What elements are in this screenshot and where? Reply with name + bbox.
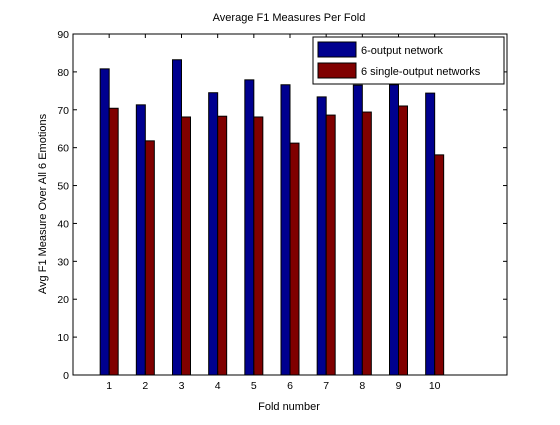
bar-six-output-fold-4: [208, 92, 219, 376]
bar-single-output-fold-4: [217, 115, 228, 376]
legend-swatch-6-output-network: [317, 41, 357, 58]
bar-single-output-fold-10: [434, 154, 445, 376]
bar-single-output-fold-1: [108, 107, 119, 376]
legend: 6-output network 6 single-output network…: [312, 36, 505, 85]
y-tick-label: 30: [57, 256, 69, 268]
x-tick-label: 10: [429, 380, 441, 392]
y-tick-label: 20: [57, 294, 69, 306]
bar-six-output-fold-9: [389, 84, 399, 376]
x-tick-label: 3: [179, 380, 185, 392]
bar-six-output-fold-8: [352, 84, 363, 376]
x-tick-label: 2: [142, 380, 148, 392]
y-tick-label: 60: [57, 143, 69, 155]
x-tick-label: 4: [215, 380, 221, 392]
bar-six-output-fold-2: [135, 104, 146, 376]
bar-six-output-fold-7: [316, 96, 327, 376]
bar-single-output-fold-8: [361, 111, 372, 376]
x-tick-label: 6: [287, 380, 293, 392]
y-axis-label: Avg F1 Measure Over All 6 Emotions: [37, 113, 49, 294]
bar-single-output-fold-7: [325, 114, 336, 376]
y-tick-label: 10: [57, 332, 69, 344]
bar-single-output-fold-3: [181, 116, 191, 376]
y-tick-label: 0: [63, 370, 69, 382]
bar-six-output-fold-6: [280, 84, 291, 376]
y-tick-label: 40: [57, 218, 69, 230]
bar-six-output-fold-5: [244, 79, 255, 376]
bar-single-output-fold-9: [398, 105, 408, 376]
y-tick-label: 70: [57, 105, 69, 117]
axes-group: 0 10 20 30 40 50 60 70 80 90 1 2 3 4 5 6 7 8 9 10: [57, 29, 507, 392]
x-axis-label: Fold number: [258, 401, 320, 413]
x-tick-label: 5: [251, 380, 257, 392]
bar-single-output-fold-2: [144, 140, 155, 376]
y-tick-label: 90: [57, 29, 69, 41]
bar-single-output-fold-6: [289, 142, 300, 376]
y-tick-label: 80: [57, 67, 69, 79]
bar-six-output-fold-1: [99, 68, 110, 376]
legend-label-6-output-network: 6-output network: [361, 45, 443, 57]
chart-title: Average F1 Measures Per Fold: [213, 12, 366, 24]
bar-six-output-fold-3: [172, 59, 182, 376]
x-tick-label: 7: [323, 380, 329, 392]
bar-six-output-fold-10: [425, 92, 436, 376]
x-tick-label: 1: [106, 380, 112, 392]
x-tick-label: 8: [359, 380, 365, 392]
legend-swatch-6-single-output-networks: [317, 62, 357, 79]
x-tick-label: 9: [396, 380, 402, 392]
y-tick-label: 50: [57, 181, 69, 193]
bar-single-output-fold-5: [253, 116, 264, 376]
legend-label-6-single-output-networks: 6 single-output networks: [361, 66, 481, 78]
plot-frame: [72, 33, 508, 376]
